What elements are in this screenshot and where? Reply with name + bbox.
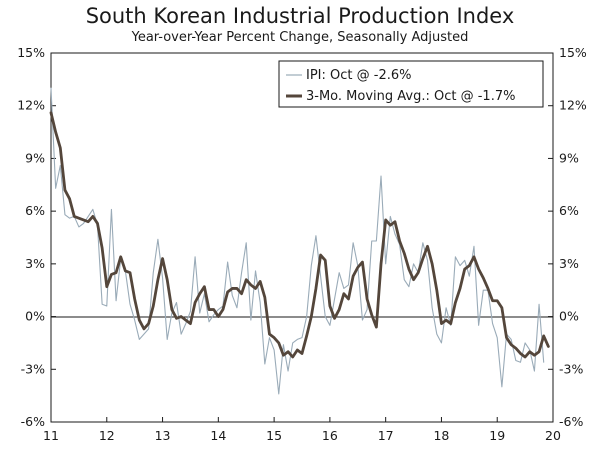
y-tick-label-left: 0% bbox=[25, 309, 45, 324]
y-tick-label-left: -3% bbox=[21, 361, 45, 376]
x-tick-label: 18 bbox=[433, 428, 449, 443]
chart-title: South Korean Industrial Production Index bbox=[86, 4, 515, 28]
x-tick-label: 12 bbox=[99, 428, 115, 443]
series-line-ipi bbox=[50, 87, 545, 395]
x-tick-label: 11 bbox=[43, 428, 59, 443]
legend: IPI: Oct @ -2.6% 3-Mo. Moving Avg.: Oct … bbox=[278, 60, 544, 108]
x-tick-label: 16 bbox=[322, 428, 338, 443]
x-tick-label: 13 bbox=[155, 428, 171, 443]
y-tick-label-right: 9% bbox=[559, 150, 579, 165]
y-tick-label-right: -6% bbox=[559, 414, 583, 429]
y-tick-label-right: 0% bbox=[559, 309, 579, 324]
y-tick-label-left: -6% bbox=[21, 414, 45, 429]
y-tick-label-left: 15% bbox=[17, 45, 45, 60]
y-tick-label-right: 15% bbox=[559, 45, 587, 60]
y-tick-label-left: 12% bbox=[17, 98, 45, 113]
y-tick-label-left: 6% bbox=[25, 203, 45, 218]
x-tick-label: 14 bbox=[210, 428, 226, 443]
x-tick-label: 20 bbox=[545, 428, 561, 443]
y-tick-label-right: 6% bbox=[559, 203, 579, 218]
x-tick-label: 17 bbox=[378, 428, 394, 443]
x-tick-label: 19 bbox=[489, 428, 505, 443]
y-tick-label-right: 12% bbox=[559, 98, 587, 113]
legend-box bbox=[278, 60, 544, 108]
y-tick-label-left: 9% bbox=[25, 150, 45, 165]
y-tick-label-right: -3% bbox=[559, 361, 583, 376]
x-tick-label: 15 bbox=[266, 428, 282, 443]
y-tick-label-right: 3% bbox=[559, 256, 579, 271]
legend-label-moving-avg: 3-Mo. Moving Avg.: Oct @ -1.7% bbox=[306, 89, 515, 104]
chart-subtitle: Year-over-Year Percent Change, Seasonall… bbox=[131, 30, 469, 45]
legend-label-ipi: IPI: Oct @ -2.6% bbox=[306, 68, 411, 83]
plot-frame bbox=[50, 52, 554, 423]
series-line-moving-avg bbox=[49, 111, 550, 359]
y-tick-label-left: 3% bbox=[25, 256, 45, 271]
